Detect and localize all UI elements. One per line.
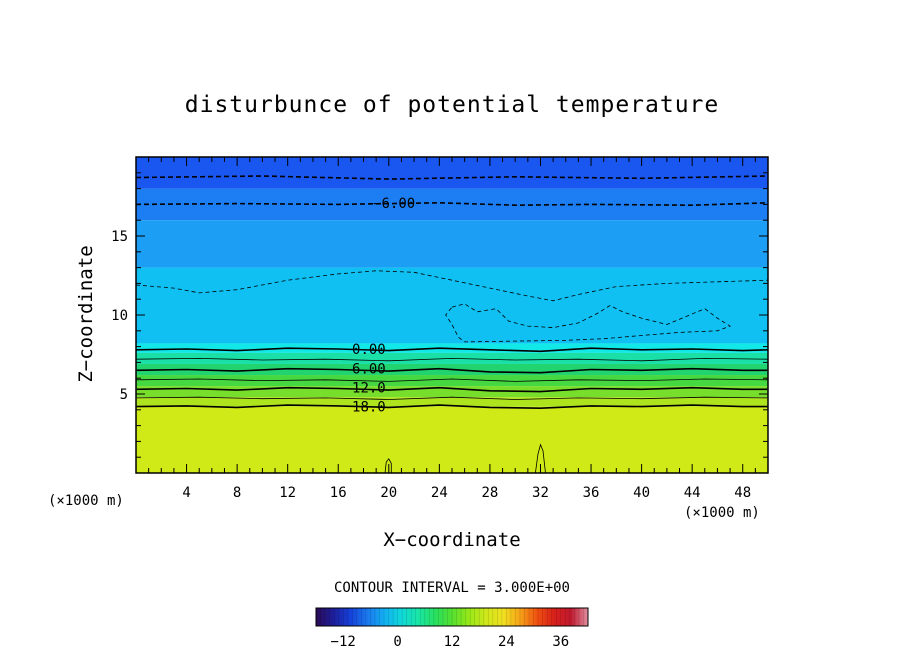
- colorbar-tick-label: 24: [498, 634, 515, 650]
- x-tick-label: 28: [481, 485, 498, 501]
- colorbar-tick-label: −12: [331, 634, 356, 650]
- contour-lines: [135, 175, 769, 474]
- contour-interval: CONTOUR INTERVAL = 3.000E+00: [334, 580, 570, 596]
- y-tick-label: 10: [111, 308, 128, 324]
- x-tick-label: 24: [431, 485, 448, 501]
- fill-layer: [136, 267, 768, 344]
- contour-label: −6.00: [373, 196, 415, 212]
- fill-layer: [136, 375, 768, 387]
- x-axis-label: X−coordinate: [383, 529, 520, 551]
- contour-label: 12.0: [352, 381, 386, 397]
- y-axis-label: Z−coordinate: [75, 245, 97, 382]
- colorbar: [315, 607, 589, 627]
- x-tick-label: 4: [182, 485, 190, 501]
- colorbar-tick-label: 0: [393, 634, 401, 650]
- contour-line: [445, 303, 732, 343]
- colorbar-ticks: −12 0 12 24 36: [331, 634, 570, 650]
- contour-labels: −6.00 0.00 6.00 12.0 18.0: [352, 196, 415, 416]
- contour-line: [135, 347, 769, 353]
- contour-line: [135, 367, 768, 374]
- contour-line: [135, 396, 769, 400]
- x-tick-label: 44: [684, 485, 701, 501]
- x-tick-label: 32: [532, 485, 549, 501]
- colorbar-fill: [316, 608, 588, 626]
- contour-line: [135, 270, 769, 302]
- contour-line: [135, 357, 769, 362]
- contour-label: 0.00: [352, 342, 386, 358]
- x-unit-right: (×1000 m): [684, 505, 760, 521]
- contour-line: [135, 175, 769, 180]
- y-tick-label: 15: [111, 229, 128, 245]
- fill-layer: [136, 406, 768, 473]
- colorbar-tick-label: 36: [552, 634, 569, 650]
- contour-line: [384, 458, 392, 474]
- y-ticks: 5 10 15: [111, 172, 768, 458]
- colorbar-tick-label: 12: [444, 634, 461, 650]
- fill-layer: [136, 386, 768, 398]
- contour-line: [135, 378, 769, 382]
- contour-line: [135, 201, 769, 207]
- y-tick-label: 5: [120, 387, 128, 403]
- x-tick-label: 20: [380, 485, 397, 501]
- fill-layer: [136, 157, 768, 189]
- colorbar-frame: [315, 607, 589, 627]
- x-ticks: 4 8 12 16 20 24 28 32 36 40 44 48: [148, 157, 756, 501]
- x-tick-label: 16: [330, 485, 347, 501]
- chart-title: disturbunce of potential temperature: [185, 92, 720, 118]
- fill-layer: [136, 397, 768, 407]
- contour-label: 18.0: [352, 400, 386, 416]
- x-tick-label: 12: [279, 485, 296, 501]
- fill-layer: [136, 220, 768, 268]
- x-tick-label: 36: [583, 485, 600, 501]
- x-tick-label: 40: [633, 485, 650, 501]
- x-tick-label: 48: [734, 485, 751, 501]
- contour-line: [135, 386, 768, 393]
- contour-line: [535, 443, 546, 474]
- x-unit-left: (×1000 m): [48, 493, 124, 509]
- x-tick-label: 8: [233, 485, 241, 501]
- contour-line: [135, 404, 768, 410]
- contour-label: 6.00: [352, 362, 386, 378]
